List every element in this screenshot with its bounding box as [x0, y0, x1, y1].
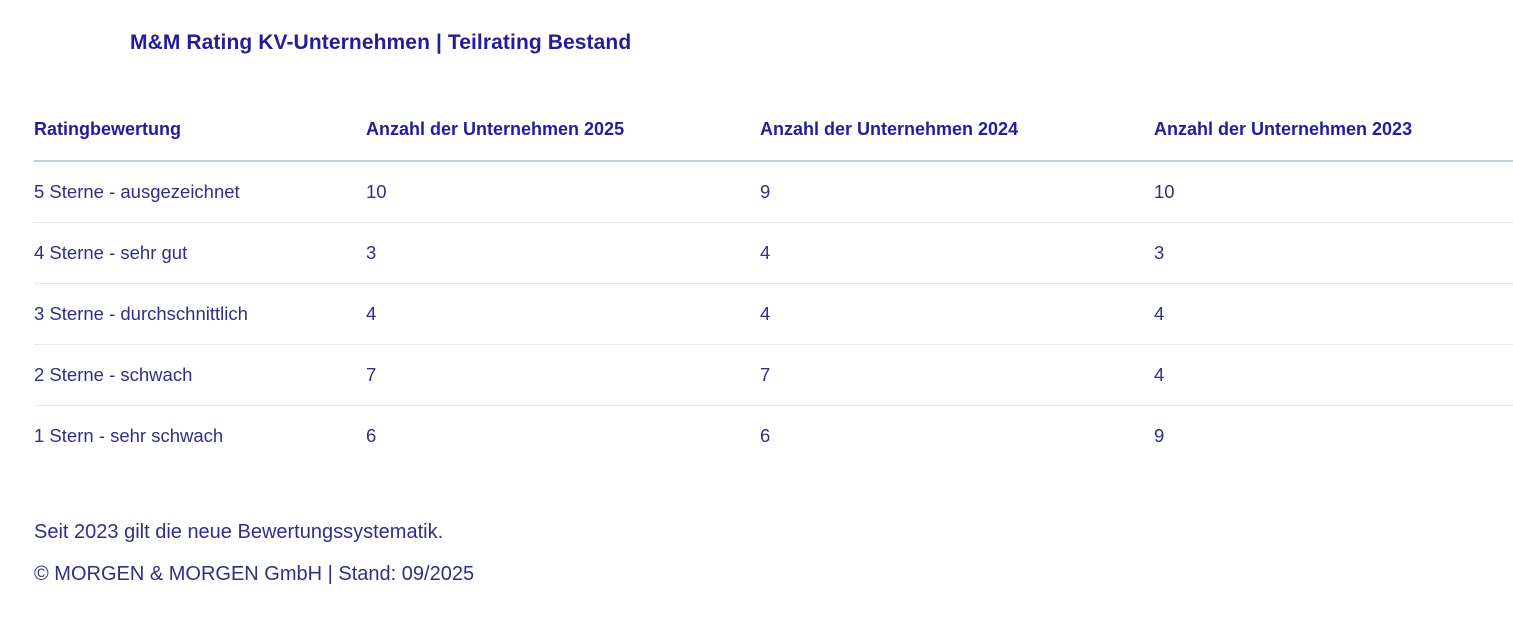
- table-body: 5 Sterne - ausgezeichnet 10 9 10 4 Stern…: [34, 161, 1513, 466]
- table-header-row: Ratingbewertung Anzahl der Unternehmen 2…: [34, 110, 1513, 162]
- value-2023: 4: [1154, 344, 1513, 406]
- table-header: Ratingbewertung Anzahl der Unternehmen 2…: [34, 110, 1513, 162]
- value-2023: 10: [1154, 161, 1513, 223]
- value-2023: 3: [1154, 222, 1513, 284]
- column-header-2023: Anzahl der Unternehmen 2023: [1154, 110, 1513, 162]
- rating-label: 1 Stern - sehr schwach: [34, 424, 224, 446]
- rating-label: 3 Sterne - durchschnittlich: [34, 283, 366, 345]
- value-2023: 4: [1154, 283, 1513, 345]
- footer: Seit 2023 gilt die neue Bewertungssystem…: [34, 518, 474, 588]
- value-2024: 9: [760, 161, 1154, 223]
- value-2023: 9: [1154, 424, 1165, 446]
- value-2025: 4: [366, 283, 760, 345]
- rating-label: 2 Sterne - schwach: [34, 344, 366, 406]
- table-row-3-sterne: 3 Sterne - durchschnittlich 4 4 4: [34, 283, 1513, 345]
- table-row-4-sterne: 4 Sterne - sehr gut 3 4 3: [34, 222, 1513, 284]
- rating-table: Ratingbewertung Anzahl der Unternehmen 2…: [34, 110, 1513, 466]
- value-2025: 3: [366, 222, 760, 284]
- rating-label: 4 Sterne - sehr gut: [34, 222, 366, 284]
- column-header-2024: Anzahl der Unternehmen 2024: [760, 110, 1154, 162]
- rating-label: 5 Sterne - ausgezeichnet: [34, 161, 366, 223]
- column-header-2025: Anzahl der Unternehmen 2025: [366, 110, 760, 162]
- value-2024: 4: [760, 283, 1154, 345]
- footer-note: Seit 2023 gilt die neue Bewertungssystem…: [34, 521, 444, 543]
- page-title: M&M Rating KV-Unternehmen | Teilrating B…: [130, 31, 632, 54]
- column-header-ratingbewertung: Ratingbewertung: [34, 110, 366, 162]
- value-2025: 10: [366, 161, 760, 223]
- value-2025: 6: [366, 424, 377, 446]
- table-row-1-stern: 1 Stern - sehr schwach 6 6 9: [34, 405, 1513, 466]
- table-row-2-sterne: 2 Sterne - schwach 7 7 4: [34, 344, 1513, 406]
- table-row-5-sterne: 5 Sterne - ausgezeichnet 10 9 10: [34, 161, 1513, 223]
- value-2024: 7: [760, 344, 1154, 406]
- value-2024: 6: [760, 424, 771, 446]
- footer-copyright: © MORGEN & MORGEN GmbH | Stand: 09/2025: [34, 563, 475, 585]
- value-2025: 7: [366, 344, 760, 406]
- value-2024: 4: [760, 222, 1154, 284]
